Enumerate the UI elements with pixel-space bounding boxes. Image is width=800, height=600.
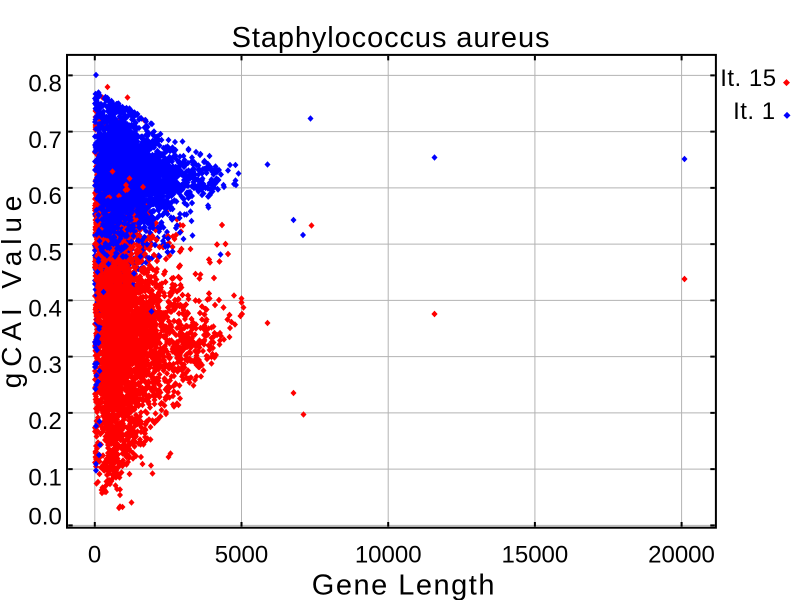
svg-text:10000: 10000 <box>355 541 422 568</box>
svg-text:0.3: 0.3 <box>28 352 61 379</box>
svg-text:20000: 20000 <box>648 541 715 568</box>
svg-text:It. 15: It. 15 <box>720 65 776 92</box>
svg-text:0.4: 0.4 <box>28 296 61 323</box>
svg-text:0.8: 0.8 <box>28 71 61 98</box>
svg-text:0.0: 0.0 <box>28 504 61 531</box>
svg-text:0.6: 0.6 <box>28 183 61 210</box>
svg-text:Staphylococcus aureus: Staphylococcus aureus <box>232 22 551 54</box>
svg-text:5000: 5000 <box>215 541 268 568</box>
svg-text:gCAI Value: gCAI Value <box>0 190 27 389</box>
svg-text:0.7: 0.7 <box>28 127 61 154</box>
svg-text:15000: 15000 <box>502 541 569 568</box>
svg-text:Gene Length: Gene Length <box>312 569 496 600</box>
svg-text:0: 0 <box>88 541 101 568</box>
svg-text:0.2: 0.2 <box>28 408 61 435</box>
svg-text:0.5: 0.5 <box>28 239 61 266</box>
svg-text:0.1: 0.1 <box>28 464 61 491</box>
svg-text:It. 1: It. 1 <box>733 98 776 125</box>
